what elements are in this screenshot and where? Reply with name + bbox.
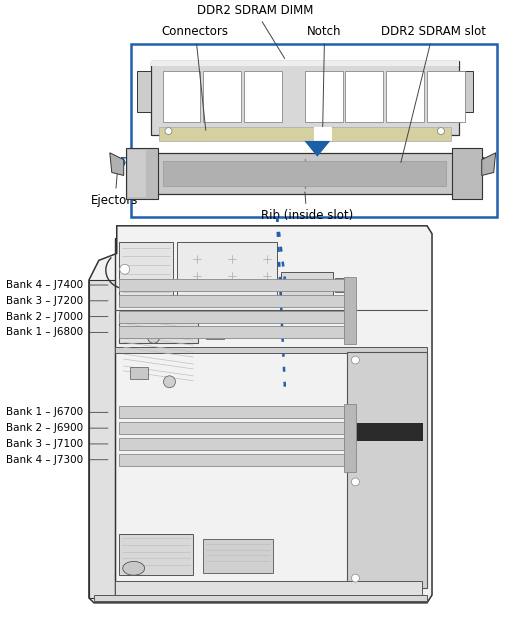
Bar bbox=[344, 277, 356, 344]
Bar bbox=[351, 423, 423, 440]
Bar bbox=[163, 71, 200, 122]
Bar bbox=[119, 310, 344, 323]
Bar bbox=[119, 279, 344, 291]
Bar bbox=[119, 454, 344, 466]
Polygon shape bbox=[110, 153, 124, 175]
Bar bbox=[119, 534, 193, 575]
Text: Ejectors: Ejectors bbox=[91, 170, 138, 207]
Text: Notch: Notch bbox=[307, 26, 342, 128]
Text: Bank 1 – J6800: Bank 1 – J6800 bbox=[7, 327, 108, 337]
Bar bbox=[335, 278, 354, 292]
Circle shape bbox=[120, 264, 130, 274]
Bar bbox=[347, 352, 427, 588]
Bar bbox=[119, 313, 198, 343]
Bar bbox=[203, 71, 241, 122]
Bar bbox=[94, 595, 427, 601]
Bar bbox=[427, 71, 465, 122]
Bar bbox=[159, 127, 451, 141]
Bar bbox=[206, 330, 224, 340]
Polygon shape bbox=[482, 153, 496, 175]
Text: Connectors: Connectors bbox=[162, 26, 229, 130]
Text: Bank 3 – J7100: Bank 3 – J7100 bbox=[7, 439, 108, 449]
Bar bbox=[459, 71, 473, 113]
Bar bbox=[156, 153, 454, 194]
Circle shape bbox=[148, 332, 160, 343]
Bar bbox=[177, 241, 277, 306]
Ellipse shape bbox=[123, 562, 144, 575]
Bar bbox=[314, 127, 332, 141]
Polygon shape bbox=[89, 226, 432, 603]
Bar bbox=[244, 71, 282, 122]
Text: Bank 2 – J7000: Bank 2 – J7000 bbox=[7, 312, 108, 322]
Text: Rib (inside slot): Rib (inside slot) bbox=[261, 192, 353, 222]
Bar bbox=[128, 150, 146, 197]
Bar bbox=[151, 61, 459, 66]
Bar bbox=[119, 438, 344, 450]
Bar bbox=[89, 280, 115, 598]
Circle shape bbox=[351, 356, 359, 364]
Bar bbox=[119, 327, 344, 338]
Bar bbox=[281, 272, 333, 306]
Text: Bank 4 – J7300: Bank 4 – J7300 bbox=[7, 455, 108, 465]
Text: Bank 4 – J7400: Bank 4 – J7400 bbox=[7, 280, 108, 290]
FancyArrow shape bbox=[304, 141, 330, 157]
Circle shape bbox=[351, 574, 359, 582]
Text: DDR2 SDRAM slot: DDR2 SDRAM slot bbox=[381, 26, 486, 162]
Bar bbox=[203, 539, 273, 573]
Bar bbox=[151, 61, 459, 135]
Bar bbox=[130, 367, 148, 379]
Bar bbox=[305, 71, 343, 122]
Text: Bank 1 – J6700: Bank 1 – J6700 bbox=[7, 407, 108, 417]
Circle shape bbox=[438, 128, 445, 134]
Bar bbox=[452, 148, 482, 199]
Bar bbox=[386, 71, 424, 122]
Bar bbox=[119, 406, 344, 418]
Bar bbox=[119, 241, 173, 306]
Bar bbox=[119, 295, 344, 307]
Circle shape bbox=[165, 128, 172, 134]
Circle shape bbox=[351, 478, 359, 486]
Text: DDR2 SDRAM DIMM: DDR2 SDRAM DIMM bbox=[197, 4, 313, 58]
Bar bbox=[126, 148, 158, 199]
Bar bbox=[137, 71, 151, 113]
Bar bbox=[115, 347, 427, 353]
Text: Bank 3 – J7200: Bank 3 – J7200 bbox=[7, 296, 108, 306]
Bar bbox=[163, 160, 446, 187]
Bar bbox=[119, 422, 344, 434]
Text: Bank 2 – J6900: Bank 2 – J6900 bbox=[7, 423, 108, 433]
Bar bbox=[131, 44, 497, 217]
Bar bbox=[344, 404, 356, 471]
Circle shape bbox=[163, 376, 175, 388]
Bar bbox=[345, 71, 383, 122]
Bar bbox=[115, 581, 422, 595]
